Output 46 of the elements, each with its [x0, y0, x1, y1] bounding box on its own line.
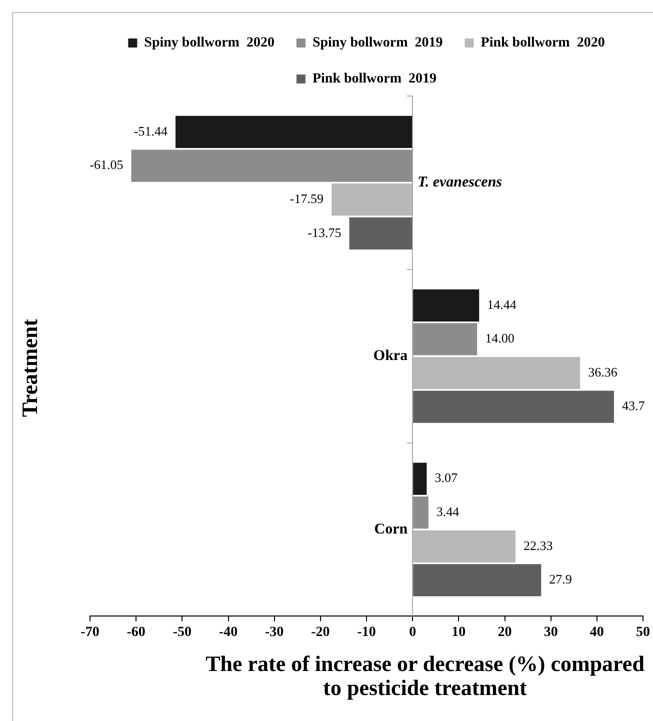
- bar: [413, 462, 427, 495]
- y-tick-label: T. evanescens: [418, 174, 502, 191]
- x-tick-label: -20: [311, 625, 330, 640]
- x-tick-label: -30: [264, 625, 284, 640]
- bar: [131, 150, 412, 182]
- legend-label: Pink bollworm 2020: [480, 36, 605, 51]
- bar: [413, 496, 428, 529]
- legend-label: Spiny bollworm 2020: [144, 36, 274, 51]
- x-tick-label: 50: [636, 625, 650, 640]
- legend-label: Spiny bollworm 2019: [312, 36, 443, 51]
- y-tick-label: Okra: [373, 348, 408, 364]
- x-tick-label: -40: [218, 625, 238, 640]
- data-label: 36.36: [588, 364, 618, 380]
- bar: [413, 390, 614, 423]
- bar: [176, 116, 412, 148]
- x-tick-label: -50: [172, 625, 192, 640]
- x-tick-label: -10: [357, 625, 376, 640]
- data-label: 3.07: [434, 470, 458, 486]
- data-label: 14.00: [485, 330, 514, 346]
- x-tick-label: 0: [409, 625, 416, 640]
- bar: [349, 217, 412, 250]
- bar: [413, 289, 480, 322]
- data-label: -13.75: [308, 224, 342, 240]
- bar: [413, 530, 516, 562]
- x-axis-title: The rate of increase or decrease (%) compared to pesticide treatment: [204, 651, 646, 700]
- bar: [413, 356, 580, 390]
- bar: [332, 184, 412, 216]
- data-label: 3.44: [436, 504, 460, 520]
- y-tick-label: Corn: [374, 521, 408, 538]
- data-label: 14.44: [487, 296, 517, 312]
- legend-label: Pink bollworm 2019: [312, 72, 437, 87]
- x-tick-label: 30: [544, 625, 558, 640]
- x-tick-label: 20: [498, 625, 512, 640]
- data-label: -51.44: [134, 123, 168, 138]
- x-tick-label: -70: [80, 625, 100, 640]
- data-label: -17.59: [290, 191, 324, 206]
- bar: [413, 323, 478, 356]
- x-tick-label: -60: [126, 625, 146, 640]
- x-tick-label: 40: [590, 625, 604, 640]
- y-axis-title: Treatment: [17, 318, 43, 420]
- x-tick-label: 10: [452, 625, 466, 640]
- data-label: 22.33: [523, 538, 553, 553]
- data-label: 27.9: [549, 572, 572, 587]
- bar: [413, 564, 542, 596]
- data-label: 43.7: [622, 398, 646, 414]
- data-label: -61.05: [90, 157, 124, 172]
